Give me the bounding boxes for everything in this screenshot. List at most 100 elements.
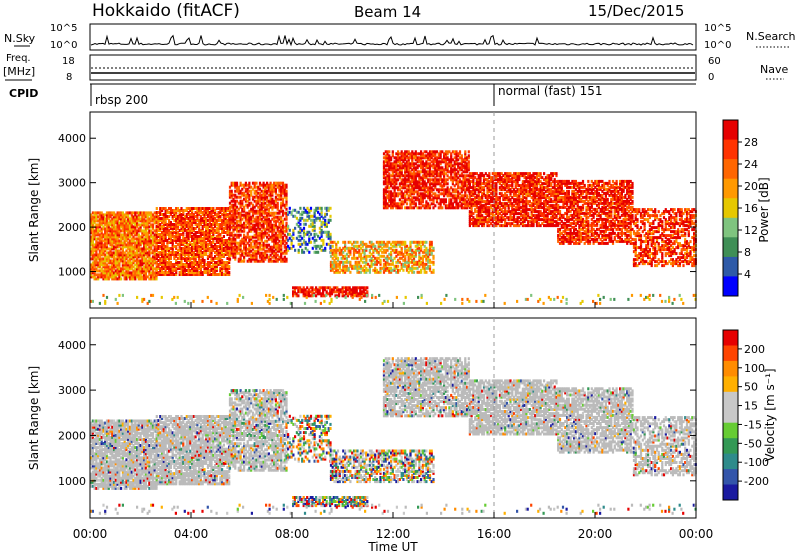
power-cell bbox=[134, 233, 137, 237]
power-cell bbox=[164, 273, 167, 276]
power-cell bbox=[164, 227, 167, 230]
power-cell bbox=[155, 231, 158, 234]
power-cell bbox=[125, 277, 128, 281]
power-cell bbox=[148, 241, 151, 245]
power-cell bbox=[150, 271, 153, 275]
power-cell bbox=[148, 261, 151, 265]
power-cell bbox=[132, 215, 135, 219]
power-cell bbox=[111, 255, 114, 259]
power-cell bbox=[309, 206, 313, 210]
power-cell bbox=[288, 206, 291, 210]
power-cell bbox=[113, 255, 116, 259]
power-cell bbox=[118, 223, 121, 227]
power-cell bbox=[144, 213, 147, 217]
power-cell bbox=[125, 239, 128, 243]
power-cell bbox=[128, 249, 132, 253]
power-cell bbox=[121, 237, 124, 241]
power-cell bbox=[139, 255, 142, 259]
power-cell bbox=[93, 267, 96, 271]
power-cell bbox=[102, 221, 105, 225]
power-cell bbox=[109, 253, 112, 257]
power-cell bbox=[98, 269, 101, 273]
power-cell bbox=[151, 251, 155, 255]
power-cell bbox=[113, 277, 116, 281]
power-cell bbox=[161, 259, 164, 262]
power-cell bbox=[285, 189, 288, 193]
power-cell bbox=[137, 235, 140, 239]
power-cell bbox=[113, 267, 116, 271]
power-cell bbox=[128, 233, 132, 237]
power-cell bbox=[166, 265, 169, 268]
power-cell bbox=[161, 243, 164, 246]
power-cell bbox=[379, 258, 382, 262]
power-cell bbox=[130, 211, 133, 215]
power-cell bbox=[123, 229, 126, 233]
power-cell bbox=[98, 243, 101, 247]
power-cell bbox=[98, 251, 101, 255]
power-cell bbox=[121, 241, 124, 245]
power-cell bbox=[128, 275, 132, 279]
power-cell bbox=[114, 265, 117, 269]
power-cell bbox=[157, 229, 160, 232]
power-cell bbox=[111, 267, 114, 271]
power-cell bbox=[153, 235, 156, 239]
power-cell bbox=[100, 271, 103, 275]
power-cell bbox=[136, 259, 139, 263]
power-cell bbox=[90, 257, 93, 261]
power-cell bbox=[141, 267, 144, 271]
power-cell bbox=[146, 253, 149, 257]
power-cell bbox=[123, 239, 126, 243]
power-cell bbox=[139, 219, 142, 223]
power-cell bbox=[128, 221, 132, 225]
power-cell bbox=[136, 217, 139, 221]
power-cell bbox=[151, 263, 155, 267]
power-cell bbox=[139, 235, 142, 239]
power-cell bbox=[95, 211, 98, 215]
power-cell bbox=[109, 271, 112, 275]
power-cell bbox=[116, 217, 119, 221]
power-cell bbox=[107, 239, 110, 243]
power-cell bbox=[130, 229, 133, 233]
power-cell bbox=[166, 215, 169, 218]
power-cell bbox=[125, 263, 128, 267]
power-cell bbox=[97, 261, 100, 265]
power-cell bbox=[111, 233, 114, 237]
power-cell bbox=[317, 250, 320, 254]
power-cell bbox=[143, 255, 146, 259]
power-cell bbox=[136, 271, 139, 275]
power-cell bbox=[134, 229, 137, 233]
power-cell bbox=[159, 209, 162, 212]
power-cell bbox=[164, 245, 167, 248]
power-cell bbox=[125, 261, 128, 265]
power-cell bbox=[292, 244, 295, 248]
power-cell bbox=[168, 221, 171, 224]
power-cell bbox=[114, 249, 117, 253]
power-cell bbox=[168, 237, 171, 240]
power-cell bbox=[159, 245, 162, 248]
power-cell bbox=[123, 259, 126, 263]
power-cell bbox=[143, 229, 146, 233]
power-cell bbox=[121, 267, 124, 271]
power-cell bbox=[120, 221, 123, 225]
power-cell bbox=[161, 265, 164, 268]
power-cell bbox=[141, 255, 144, 259]
power-cell bbox=[136, 245, 139, 249]
power-cell bbox=[164, 263, 167, 266]
power-cell bbox=[91, 255, 94, 259]
power-cell bbox=[139, 213, 142, 217]
power-cell bbox=[91, 237, 94, 241]
power-cell bbox=[120, 253, 123, 257]
power-cell bbox=[121, 247, 124, 251]
power-cell bbox=[159, 237, 162, 240]
power-cell bbox=[137, 269, 140, 273]
power-cell bbox=[121, 227, 124, 231]
power-cell bbox=[114, 227, 117, 231]
power-cell bbox=[161, 233, 164, 236]
power-cell bbox=[164, 233, 167, 236]
power-cell bbox=[148, 269, 151, 273]
power-cell bbox=[162, 239, 165, 242]
power-cell bbox=[95, 227, 98, 231]
power-cell bbox=[132, 225, 135, 229]
power-cell bbox=[150, 217, 153, 221]
power-cell bbox=[161, 209, 164, 212]
